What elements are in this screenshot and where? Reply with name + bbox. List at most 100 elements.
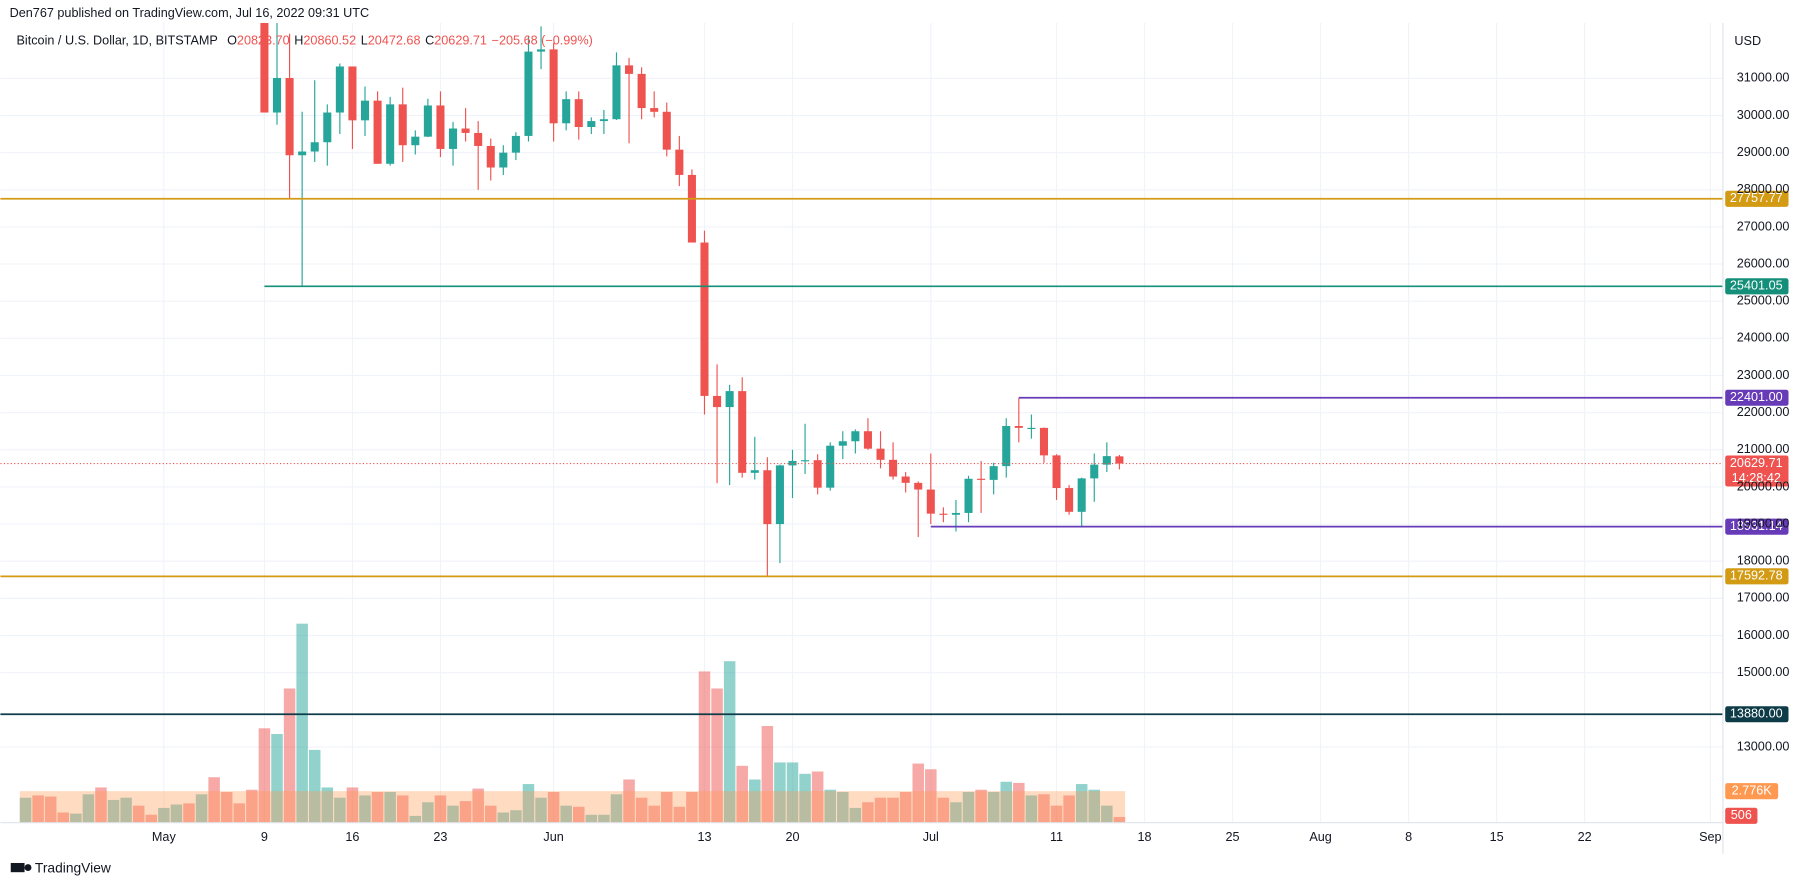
volume-ma-bg (1725, 783, 1779, 800)
volume-bar (1113, 816, 1126, 823)
volume-bar (560, 805, 572, 823)
candle-body (851, 431, 860, 442)
volume-bar (57, 812, 70, 823)
level-label-bg (1725, 568, 1789, 585)
y-tick-label: 30000.00 (1737, 108, 1790, 122)
x-tick-label: 23 (433, 830, 447, 844)
volume-bar (736, 765, 748, 823)
volume-bar (774, 762, 786, 823)
candle-body (1077, 478, 1086, 512)
volume-bar (799, 773, 811, 823)
grid (0, 23, 1723, 823)
volume-bar (283, 688, 296, 823)
y-tick-label: 28000.00 (1737, 182, 1790, 196)
volume-bar (912, 763, 924, 823)
x-tick-label: 18 (1138, 830, 1152, 844)
volume-bar (1013, 782, 1025, 823)
y-tick-label: 21000.00 (1737, 442, 1790, 456)
candle-body (876, 448, 885, 460)
volume-bar (1038, 794, 1050, 823)
volume-bar (849, 807, 862, 823)
tv-logo (10, 862, 32, 873)
footer: TradingView (35, 860, 111, 875)
candle-body (373, 100, 382, 164)
volume-bar (107, 799, 120, 823)
volume-bar (950, 802, 962, 823)
volume-bar (472, 788, 484, 823)
y-tick-label: 27000.00 (1737, 219, 1790, 233)
volume-bar (686, 792, 698, 823)
candle-body (801, 460, 810, 462)
legend-part: 20823.70 (237, 34, 290, 48)
volume-bar (711, 688, 723, 823)
candle-body (436, 105, 445, 149)
candle-body (713, 395, 722, 408)
currency: USD (1734, 34, 1761, 48)
overlay: 27757.77 25401.05 22401.00 18931.14 17592.78… (0, 190, 1789, 824)
volume-bar (233, 803, 246, 823)
candle-body (1102, 456, 1111, 465)
volume-bar (874, 797, 887, 823)
volume-ma-label: 2.776K (1732, 783, 1773, 797)
level-label: 17592.78 (1730, 569, 1783, 583)
volume-bar (510, 810, 522, 823)
volume-bar (132, 805, 145, 823)
volume-bar (547, 792, 560, 823)
candle-body (901, 476, 910, 483)
volume-bar (698, 671, 711, 823)
volume-bar (334, 797, 346, 823)
legend-part: 20860.52 (303, 34, 356, 48)
candle-body (511, 135, 520, 153)
volume-bar (1075, 784, 1088, 823)
volume-bar (1101, 805, 1113, 823)
volume-bar (396, 795, 409, 823)
legend-part: 20472.68 (368, 34, 421, 48)
legend-part: 20629.71 (434, 34, 487, 48)
candle-body (637, 73, 646, 109)
volume-bar (610, 794, 623, 823)
candle-body (750, 470, 759, 473)
volume-bar (195, 794, 208, 823)
volume-bar (648, 805, 660, 823)
volume-bar (246, 789, 258, 823)
volume-bar (271, 733, 283, 823)
volume-bar (925, 769, 937, 823)
candle-body (989, 466, 998, 480)
y-tick-label: 29000.00 (1737, 145, 1790, 159)
candle-body (1090, 464, 1099, 479)
y-tick-label: 16000.00 (1737, 628, 1790, 642)
candle-body (486, 145, 495, 168)
candle-body (599, 119, 608, 122)
last-volume-bg (1725, 807, 1758, 824)
volume-bar (573, 806, 585, 823)
candle-body (738, 391, 747, 473)
volume-bar (459, 801, 472, 823)
level-label-bg (1725, 190, 1789, 207)
level-label-bg (1725, 278, 1789, 295)
volume-bar (422, 802, 434, 823)
candle-body (549, 49, 558, 124)
volume-bar (1050, 805, 1063, 823)
legend-part: Bitcoin / U.S. Dollar, 1D, BITSTAMP (17, 34, 218, 48)
x-tick-label: Sep (1699, 830, 1722, 844)
candle-body (1002, 426, 1011, 467)
volume-bar (371, 792, 384, 823)
volume-bar (824, 789, 836, 823)
candle-body (687, 174, 696, 243)
candle-body (461, 128, 470, 133)
candle-body (914, 482, 923, 490)
candle-body (562, 99, 571, 124)
candle-body (310, 142, 319, 152)
y-tick-label: 19000.00 (1737, 516, 1790, 530)
legend-part: H (294, 34, 303, 48)
volume-bar (585, 814, 598, 823)
volume-bar (359, 795, 371, 823)
volume-bar (635, 797, 648, 823)
candle-body (272, 77, 282, 113)
legend-part: C (425, 34, 434, 48)
y-tick-label: 20000.00 (1737, 479, 1790, 493)
candle-body (612, 65, 621, 120)
x-tick-label: 8 (1405, 830, 1412, 844)
volume-bar (321, 787, 334, 823)
volume-bar (308, 749, 321, 823)
